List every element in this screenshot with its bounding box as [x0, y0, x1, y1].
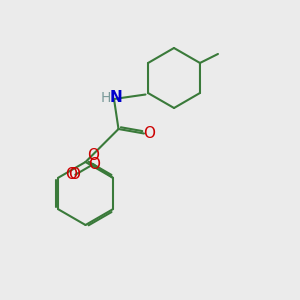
Text: N: N: [110, 90, 123, 105]
Text: O: O: [68, 167, 80, 182]
Text: H: H: [100, 91, 111, 104]
Text: O: O: [88, 157, 100, 172]
Text: O: O: [87, 148, 99, 163]
Text: O: O: [65, 167, 77, 182]
Text: O: O: [143, 126, 155, 141]
